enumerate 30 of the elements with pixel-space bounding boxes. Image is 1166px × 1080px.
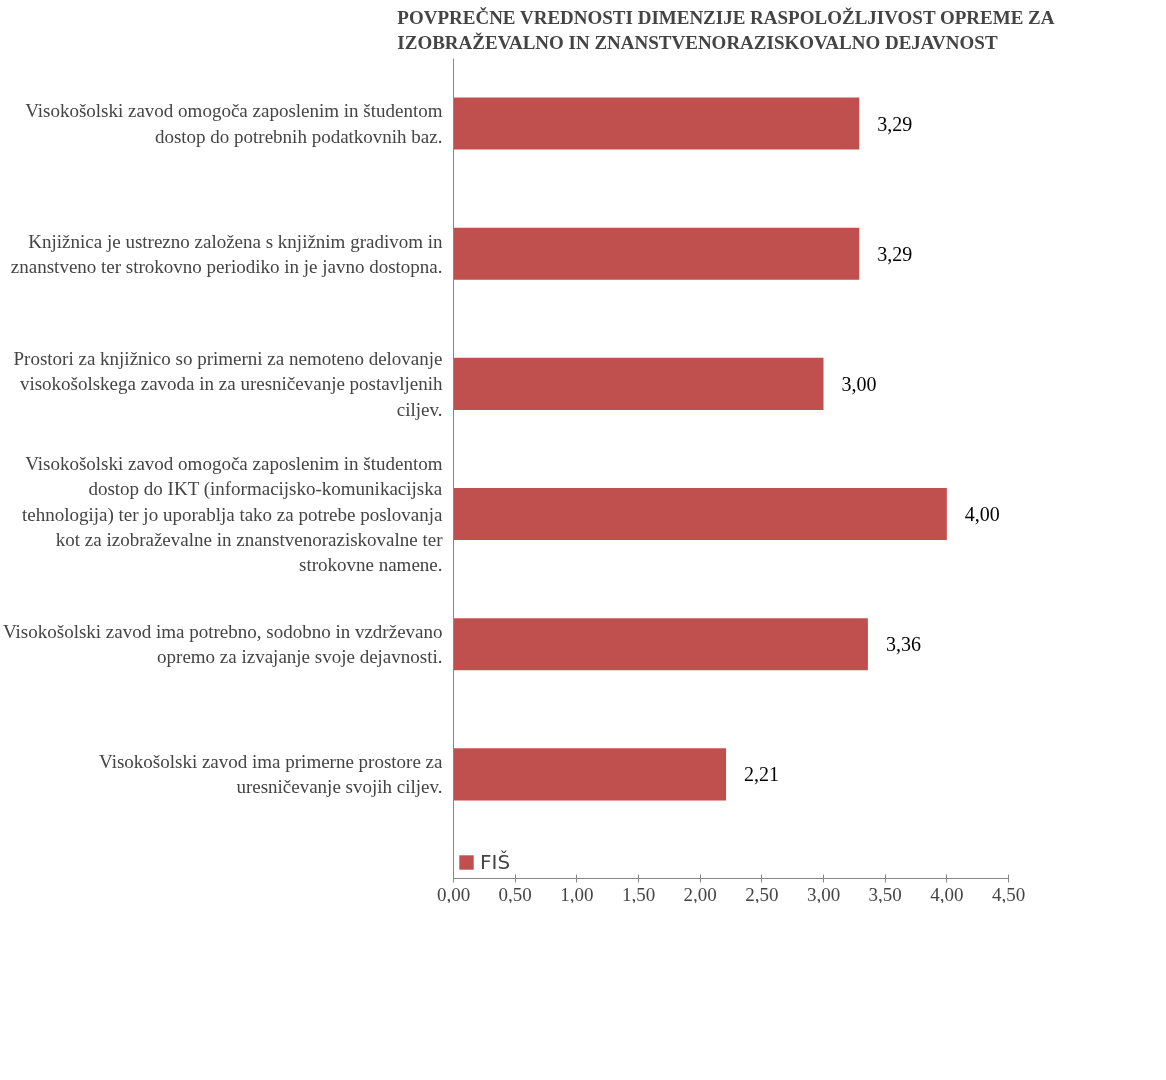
x-tick-label: 2,50 bbox=[745, 883, 779, 905]
y-tick-label: Knjižnica je ustrezno založena s knjižnim gradivom in znanstveno ter strokovno periodiko in je javno dostopna. bbox=[10, 230, 443, 277]
data-label: 3,00 bbox=[841, 372, 877, 395]
data-label: 3,29 bbox=[877, 242, 913, 265]
data-label: 3,36 bbox=[885, 633, 921, 656]
bar bbox=[453, 227, 860, 280]
x-tick-label: 4,00 bbox=[930, 883, 964, 905]
y-tick-label: Visokošolski zavod ima potrebno, sodobno in vzdrževano opremo za izvajanje svoje dejavnosti. bbox=[3, 621, 443, 668]
x-tick-label: 3,50 bbox=[868, 883, 902, 905]
x-tick-label: 4,50 bbox=[991, 883, 1026, 905]
x-tick-label: 3,00 bbox=[806, 883, 841, 905]
bar bbox=[453, 618, 868, 671]
data-label: 4,00 bbox=[964, 503, 1000, 526]
y-tick-label: Prostori za knjižnico so primerni za nemoteno delovanje visokošolskega zavoda in za uresničevanje postavljenih ciljev. bbox=[13, 348, 443, 420]
legend-label: FIŠ bbox=[480, 850, 511, 874]
chart-title: POVPREČNE VREDNOSTI DIMENZIJE RASPOLOŽLJIVOST OPREME ZA IZOBRAŽEVALNO IN ZNANSTVENORAZISKOVALNO DEJAVNOST bbox=[397, 7, 1055, 54]
x-tick-label: 0,00 bbox=[436, 883, 471, 905]
data-label: 2,21 bbox=[744, 763, 780, 786]
bar bbox=[453, 97, 860, 150]
y-tick-label: Visokošolski zavod ima primerne prostore za uresničevanje svojih ciljev. bbox=[99, 751, 444, 798]
x-tick-label: 1,50 bbox=[621, 883, 656, 905]
y-tick-label: Visokošolski zavod omogoča zaposlenim in študentom dostop do IKT (informacijsko-komunikacijska tehnologija) ter jo uporablja tako za potrebe poslovanja kot za izobraževalne in znanstvenoraziskovalne ter strokovne namene. bbox=[22, 453, 444, 575]
x-tick-label: 0,50 bbox=[498, 883, 532, 905]
x-tick-label: 2,00 bbox=[683, 883, 717, 905]
bar bbox=[453, 357, 824, 410]
y-tick-label: Visokošolski zavod omogoča zaposlenim in študentom dostop do potrebnih podatkovnih baz. bbox=[25, 100, 443, 147]
data-label: 3,29 bbox=[877, 112, 913, 135]
x-tick-label: 1,00 bbox=[560, 883, 594, 905]
bar bbox=[453, 488, 947, 541]
bar bbox=[453, 748, 727, 801]
